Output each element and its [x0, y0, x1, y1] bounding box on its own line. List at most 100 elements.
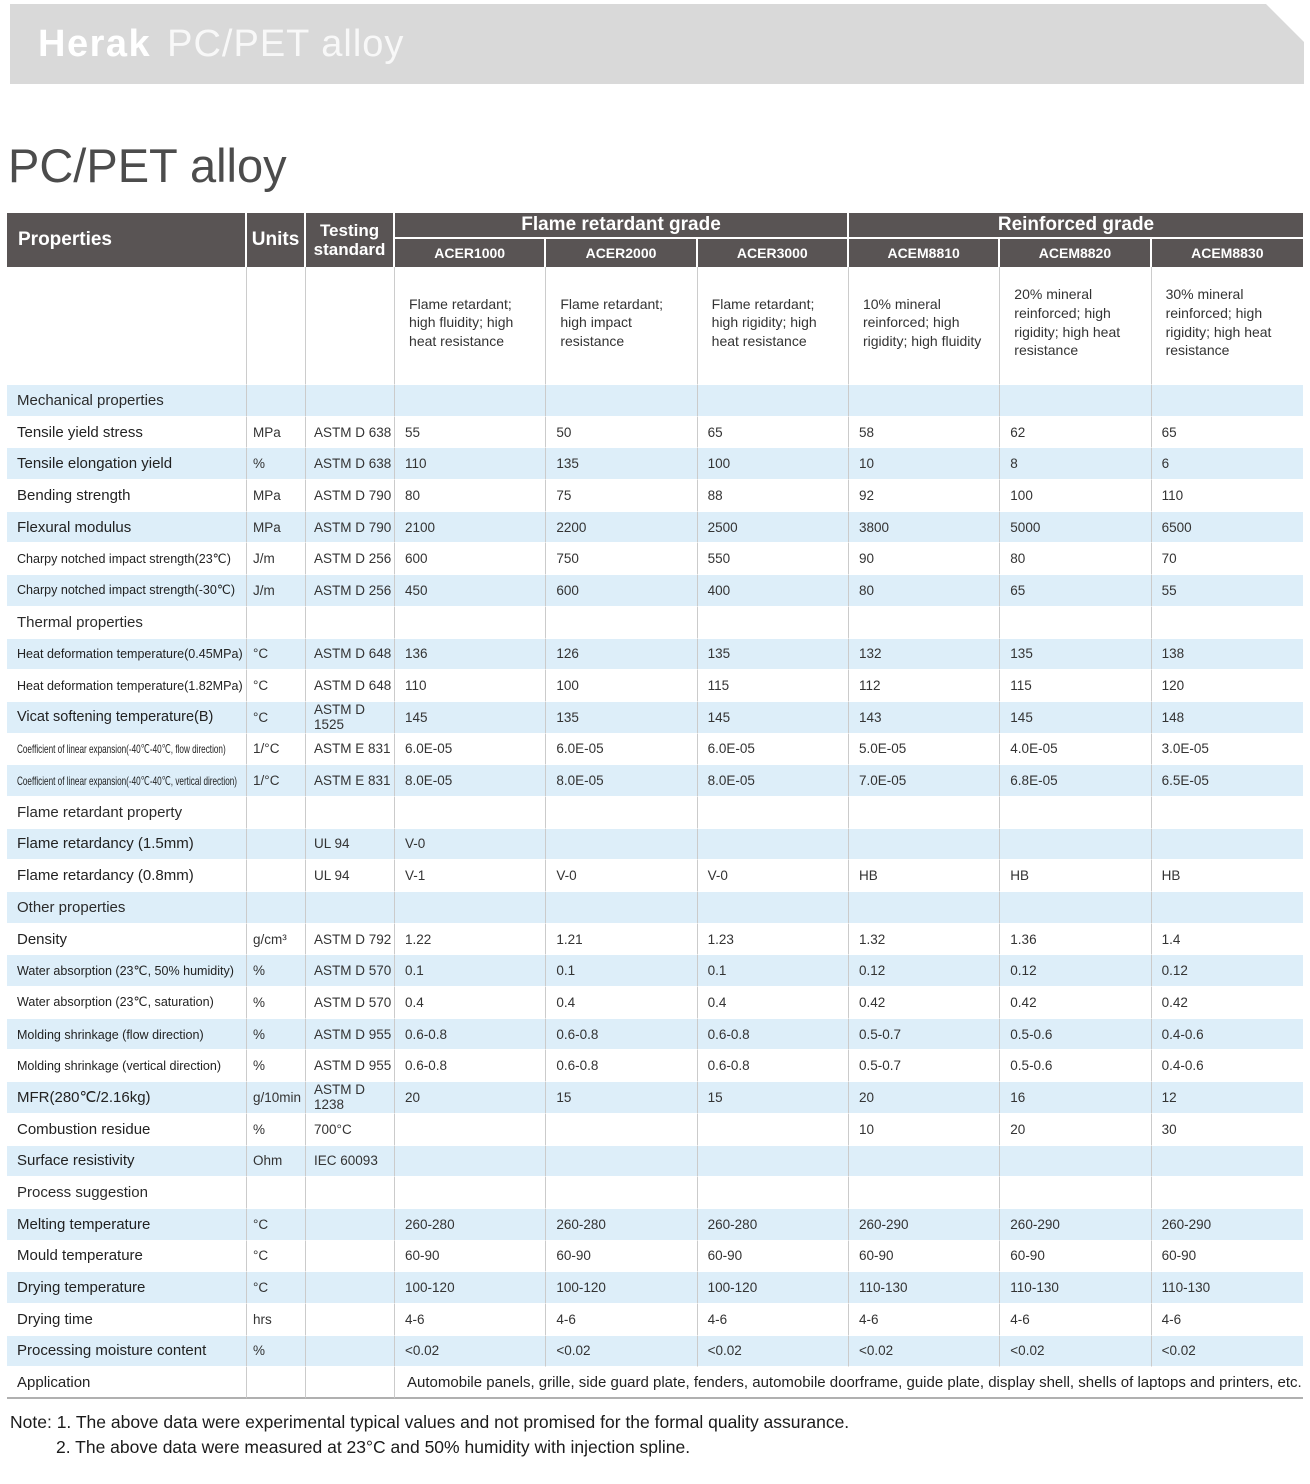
standard-cell: ASTM D 648 — [306, 670, 396, 702]
property-label-text: Water absorption (23℃, 50% humidity) — [17, 962, 234, 978]
property-label: Heat deformation temperature(1.82MPa) — [7, 670, 248, 702]
value-cell — [546, 892, 698, 924]
value-cell: 16 — [1000, 1082, 1152, 1114]
value-cell — [395, 1177, 547, 1209]
value-cell: 92 — [848, 480, 1001, 512]
table-row: Heat deformation temperature(0.45MPa) °C A… — [7, 638, 1303, 671]
table-row: Drying temperature °C 100-120 100-120 100-12… — [7, 1272, 1303, 1304]
table-row: Coefficient of linear expansion(-40℃-40℃… — [7, 765, 1303, 797]
value-cell — [848, 1177, 1001, 1209]
value-cell: 112 — [848, 670, 1001, 702]
value-cell: 450 — [395, 575, 547, 607]
value-cell: 145 — [697, 701, 849, 734]
value-cell — [697, 385, 849, 417]
value-cell: 4.0E-05 — [1000, 733, 1152, 766]
value-cell: 0.6-0.8 — [395, 1050, 547, 1083]
value-cell — [395, 892, 547, 924]
property-label: Tensile yield stress — [7, 416, 248, 449]
value-cell: 8.0E-05 — [546, 765, 698, 797]
value-cell: 8.0E-05 — [697, 765, 849, 797]
value-cell: 100 — [546, 670, 698, 702]
value-cell: 6.8E-05 — [1000, 765, 1152, 797]
section-row: Other properties — [7, 892, 1303, 924]
product-description: 10% mineral reinforced; high rigidity; h… — [848, 267, 1001, 385]
table-row: Mould temperature °C 60-90 60-90 60-90 60-90 6… — [7, 1240, 1303, 1273]
value-cell — [546, 1113, 698, 1146]
value-cell: 6.0E-05 — [697, 733, 849, 766]
standard-cell: ASTM D 570 — [306, 955, 396, 988]
product-header: ACEM8830 — [1151, 239, 1303, 267]
property-label-text: Heat deformation temperature(1.82MPa) — [17, 678, 243, 694]
value-cell: 55 — [395, 416, 547, 449]
value-cell: 5000 — [1000, 511, 1152, 544]
value-cell: <0.02 — [395, 1335, 547, 1368]
application-cell: Automobile panels, grille, side guard pl… — [395, 1367, 1303, 1399]
value-cell: 80 — [848, 575, 1001, 607]
product-header: ACER2000 — [546, 239, 698, 267]
value-cell: 100-120 — [697, 1272, 849, 1304]
table-row: Tensile yield stress MPa ASTM D 638 55 50 65 5… — [7, 416, 1303, 449]
product-description: Flame retardant; high fluidity; high hea… — [395, 267, 547, 385]
value-cell: 65 — [1000, 575, 1152, 607]
value-cell — [848, 606, 1001, 639]
standard-cell — [306, 1177, 396, 1209]
value-cell — [697, 828, 849, 861]
standard-cell: ASTM D 790 — [306, 511, 396, 544]
property-label: Mechanical properties — [7, 385, 248, 417]
header-units: Units — [247, 213, 307, 267]
note-line-2: 2. The above data were measured at 23°C … — [56, 1437, 691, 1457]
unit-cell: g/cm³ — [247, 923, 307, 956]
table-row: Charpy notched impact strength(23℃) J/m AS… — [7, 543, 1303, 576]
property-label: Drying time — [7, 1303, 248, 1336]
value-cell: 260-280 — [395, 1208, 547, 1241]
value-cell: 135 — [1000, 638, 1152, 671]
standard-cell: ASTM D 570 — [306, 987, 396, 1019]
value-cell: 7.0E-05 — [848, 765, 1001, 797]
table-row: Molding shrinkage (flow direction)% ASTM … — [7, 1018, 1303, 1051]
product-description: 20% mineral reinforced; high rigidity; h… — [1000, 267, 1152, 385]
value-cell — [1000, 1177, 1152, 1209]
value-cell: 0.5-0.7 — [848, 1050, 1001, 1083]
value-cell: <0.02 — [1000, 1335, 1152, 1368]
value-cell: 0.42 — [848, 987, 1001, 1019]
standard-cell: ASTM D 256 — [306, 543, 396, 576]
unit-cell — [247, 1177, 307, 1209]
value-cell — [848, 892, 1001, 924]
value-cell: 143 — [848, 701, 1001, 734]
value-cell: 136 — [395, 638, 547, 671]
value-cell: 1.21 — [546, 923, 698, 956]
standard-empty-cell — [306, 267, 396, 385]
value-cell — [1000, 1145, 1152, 1178]
table-row: Drying time hrs 4-6 4-6 4-6 4-6 4-6 4-6 — [7, 1303, 1303, 1336]
value-cell: HB — [1000, 860, 1152, 892]
value-cell: <0.02 — [697, 1335, 849, 1368]
table-row: MFR(280℃/2.16kg) g/10min ASTM D 1238 20 15 15… — [7, 1082, 1303, 1114]
spec-table: Properties Units Testing standard Flame … — [7, 213, 1303, 1399]
property-empty-cell — [7, 267, 248, 385]
standard-cell — [306, 1367, 396, 1399]
value-cell — [1151, 385, 1303, 417]
table-row: Tensile elongation yield% ASTM D 638 110 13… — [7, 448, 1303, 481]
value-cell: 0.12 — [1000, 955, 1152, 988]
unit-cell: MPa — [247, 511, 307, 544]
property-label: Molding shrinkage (vertical direction) — [7, 1050, 248, 1083]
property-label: MFR(280℃/2.16kg) — [7, 1082, 248, 1114]
unit-cell: % — [247, 1113, 307, 1146]
property-label-text: Mechanical properties — [17, 391, 164, 409]
value-cell: 0.6-0.8 — [697, 1018, 849, 1051]
value-cell: 55 — [1151, 575, 1303, 607]
property-label: Tensile elongation yield — [7, 448, 248, 481]
value-cell: <0.02 — [1151, 1335, 1303, 1368]
property-label-text: Processing moisture content — [17, 1342, 207, 1360]
unit-cell: % — [247, 987, 307, 1019]
property-label-text: Molding shrinkage (flow direction) — [17, 1026, 204, 1042]
unit-cell: 1/°C — [247, 733, 307, 766]
value-cell: 75 — [546, 480, 698, 512]
property-label: Flexural modulus — [7, 511, 248, 544]
value-cell: 0.12 — [848, 955, 1001, 988]
value-cell: 0.12 — [1151, 955, 1303, 988]
value-cell — [546, 796, 698, 829]
product-header: ACER1000 — [395, 239, 547, 267]
value-cell: 110 — [395, 670, 547, 702]
table-row: Processing moisture content% <0.02 <0.02 <0… — [7, 1335, 1303, 1368]
